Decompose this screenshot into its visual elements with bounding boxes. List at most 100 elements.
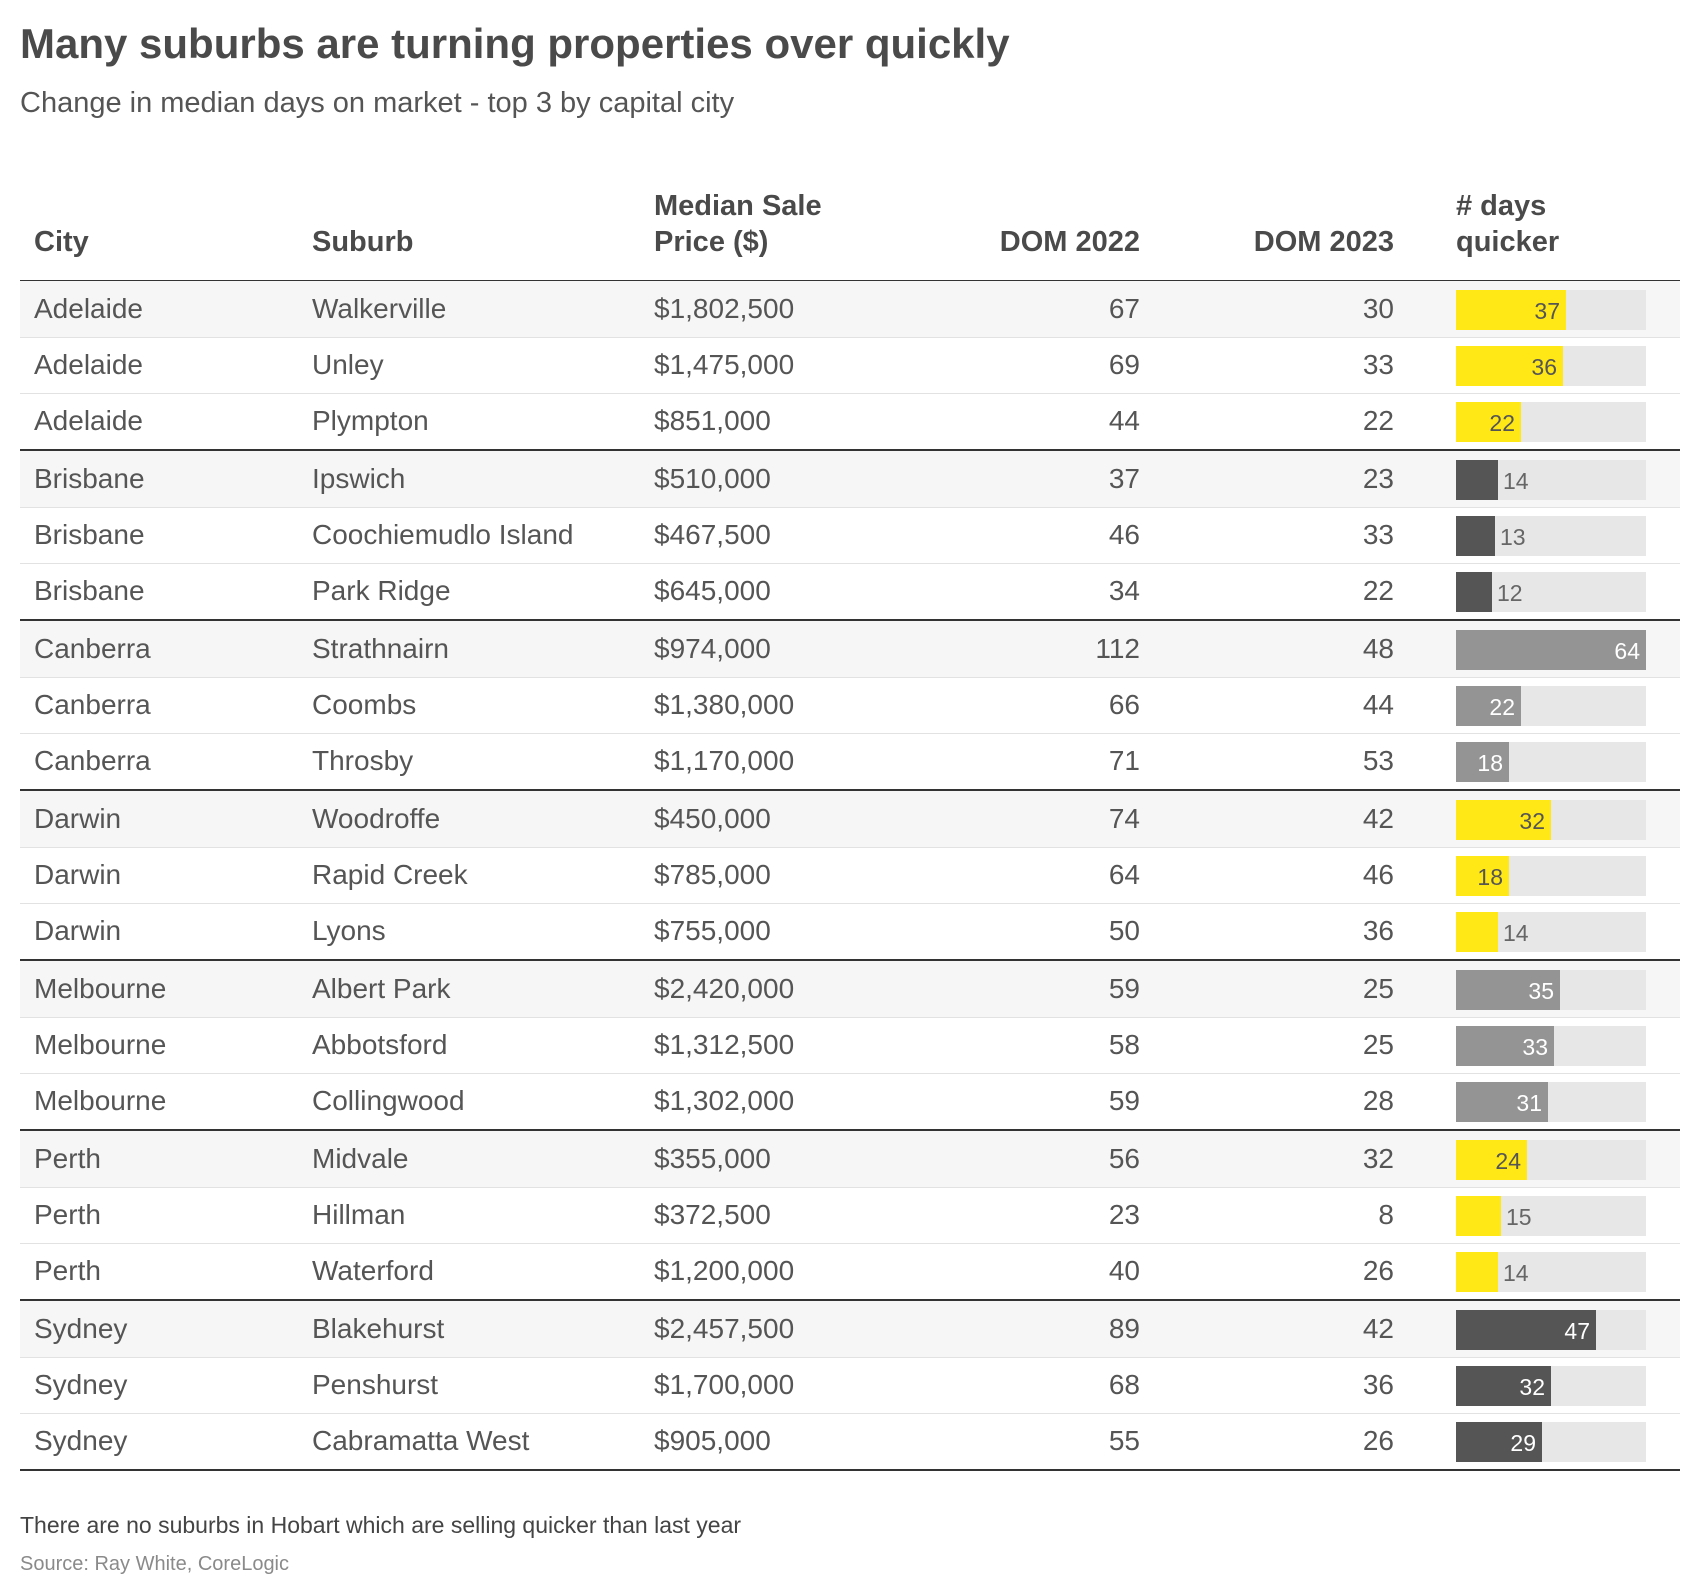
dom2023-cell: 46 (1362, 859, 1394, 890)
dom2022-cell: 66 (1108, 689, 1140, 720)
row-divider (20, 393, 1680, 394)
days-quicker-label: 31 (1516, 1090, 1542, 1116)
dom2023-cell: 22 (1362, 405, 1394, 436)
table-row: Perth Waterford $1,200,000 40 26 14 (20, 1243, 1680, 1299)
price-cell: $905,000 (654, 1425, 771, 1456)
days-quicker-label: 14 (1503, 1260, 1529, 1286)
days-quicker-bar (1456, 1310, 1596, 1350)
row-divider (20, 1243, 1680, 1244)
dom2022-cell: 89 (1108, 1313, 1140, 1344)
dom2022-cell: 50 (1108, 915, 1140, 946)
suburb-cell: Unley (312, 349, 384, 380)
dom2022-cell: 69 (1108, 349, 1140, 380)
days-quicker-label: 22 (1489, 410, 1515, 436)
days-quicker-label: 35 (1528, 978, 1554, 1004)
dom2023-cell: 42 (1362, 803, 1394, 834)
days-quicker-bar (1456, 516, 1495, 556)
bar-track: 14 (1456, 912, 1646, 952)
dom2023-cell: 44 (1362, 689, 1394, 720)
price-cell: $2,420,000 (654, 973, 795, 1004)
dom2023-cell: 8 (1378, 1199, 1394, 1230)
price-cell: $1,700,000 (654, 1369, 795, 1400)
city-cell: Perth (34, 1255, 101, 1286)
days-quicker-label: 47 (1564, 1318, 1590, 1344)
days-quicker-bar (1456, 1422, 1542, 1462)
row-divider (20, 733, 1680, 734)
suburb-cell: Ipswich (312, 463, 406, 494)
bar-track: 32 (1456, 800, 1646, 840)
dom2022-cell: 68 (1108, 1369, 1140, 1400)
price-cell: $372,500 (654, 1199, 771, 1230)
table-row: Brisbane Ipswich $510,000 37 23 14 (20, 451, 1680, 507)
city-cell: Adelaide (34, 349, 143, 380)
days-quicker-label: 14 (1503, 920, 1529, 946)
dom2023-cell: 26 (1362, 1425, 1394, 1456)
price-cell: $467,500 (654, 519, 771, 550)
dom2023-cell: 30 (1362, 293, 1394, 324)
days-quicker-label: 32 (1519, 808, 1545, 834)
city-cell: Adelaide (34, 405, 143, 436)
dom2023-cell: 22 (1362, 575, 1394, 606)
row-divider (20, 1413, 1680, 1414)
table-row: Melbourne Albert Park $2,420,000 59 25 35 (20, 961, 1680, 1017)
suburb-cell: Hillman (312, 1199, 406, 1230)
row-divider (20, 903, 1680, 904)
source-note: Source: Ray White, CoreLogic (20, 1553, 290, 1575)
dom2022-cell: 23 (1108, 1199, 1140, 1230)
group-divider (20, 1129, 1680, 1131)
days-quicker-label: 18 (1477, 864, 1503, 890)
price-cell: $785,000 (654, 859, 771, 890)
city-cell: Melbourne (34, 1029, 167, 1060)
dom2022-cell: 59 (1108, 973, 1140, 1004)
days-quicker-bar (1456, 346, 1563, 386)
dom2023-cell: 25 (1362, 973, 1394, 1004)
group-divider (20, 789, 1680, 791)
bar-track: 47 (1456, 1310, 1646, 1350)
group-divider (20, 619, 1680, 621)
table-row: Darwin Rapid Creek $785,000 64 46 18 (20, 847, 1680, 903)
days-quicker-bar (1456, 1196, 1501, 1236)
price-cell: $450,000 (654, 803, 771, 834)
row-divider (20, 1187, 1680, 1188)
days-quicker-label: 15 (1506, 1204, 1532, 1230)
dom2022-cell: 40 (1108, 1255, 1140, 1286)
table-row: Canberra Throsby $1,170,000 71 53 18 (20, 733, 1680, 789)
suburb-cell: Coochiemudlo Island (312, 519, 574, 550)
city-cell: Melbourne (34, 1085, 167, 1116)
dom2023-cell: 23 (1362, 463, 1394, 494)
days-quicker-label: 33 (1522, 1034, 1548, 1060)
bar-track: 36 (1456, 346, 1646, 386)
days-quicker-label: 24 (1495, 1148, 1521, 1174)
price-cell: $755,000 (654, 915, 771, 946)
row-divider (20, 1017, 1680, 1018)
column-header-days-quicker: # days quicker (1456, 188, 1559, 260)
table-row: Melbourne Collingwood $1,302,000 59 28 31 (20, 1073, 1680, 1129)
bar-track: 18 (1456, 742, 1646, 782)
bar-track: 18 (1456, 856, 1646, 896)
suburb-cell: Lyons (312, 915, 386, 946)
suburb-cell: Midvale (312, 1143, 409, 1174)
suburb-cell: Rapid Creek (312, 859, 468, 890)
city-cell: Adelaide (34, 293, 143, 324)
price-cell: $1,302,000 (654, 1085, 795, 1116)
city-cell: Melbourne (34, 973, 167, 1004)
days-quicker-label: 64 (1614, 638, 1640, 664)
days-quicker-label: 13 (1500, 524, 1526, 550)
column-header-price: Median Sale Price ($) (654, 188, 822, 260)
city-cell: Darwin (34, 803, 122, 834)
row-divider (20, 1073, 1680, 1074)
city-cell: Sydney (34, 1369, 128, 1400)
suburb-cell: Park Ridge (312, 575, 451, 606)
price-cell: $1,475,000 (654, 349, 795, 380)
footnote: There are no suburbs in Hobart which are… (20, 1512, 742, 1538)
table-row: Adelaide Unley $1,475,000 69 33 36 (20, 337, 1680, 393)
price-cell: $2,457,500 (654, 1313, 795, 1344)
days-quicker-bar (1456, 800, 1551, 840)
bar-track: 15 (1456, 1196, 1646, 1236)
suburb-cell: Waterford (312, 1255, 434, 1286)
group-divider (20, 449, 1680, 451)
dom2022-cell: 46 (1108, 519, 1140, 550)
dom2023-cell: 28 (1362, 1085, 1394, 1116)
days-quicker-bar (1456, 742, 1509, 782)
